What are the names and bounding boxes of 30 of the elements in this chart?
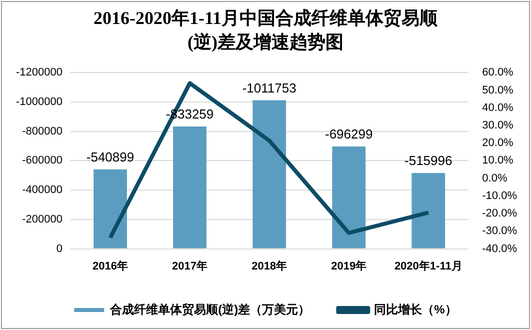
y-tick-label: -800000 [22,125,62,138]
data-label: -540899 [86,149,134,164]
x-tick-label: 2016年 [92,259,128,272]
y-tick-label: -200000 [22,213,62,226]
chart-title: 2016-2020年1-11月中国合成纤维单体贸易顺(逆)差及增速趋势图 [92,7,438,54]
y-tick-label: 0 [56,242,62,255]
data-label: -1011753 [242,80,296,96]
y2-tick-label: 0.0% [482,172,508,184]
y2-tick-label: -10.0% [482,190,518,202]
y-tick-label: -600000 [22,154,62,167]
y2-tick-label: 40.0% [482,102,514,114]
x-tick-label: 2020年1-11月 [394,259,462,272]
y-tick-label: -1000000 [16,96,62,108]
data-label: -515996 [404,153,452,168]
y2-tick-label: -40.0% [482,242,518,255]
y2-tick-label: 60.0% [482,66,514,79]
x-tick-label: 2019年 [331,259,367,272]
legend-label: 合成纤维单体贸易顺(逆)差（万美元） [109,302,310,316]
y-tick-label: -1200000 [16,66,62,79]
y2-tick-label: 50.0% [482,84,514,96]
y2-tick-label: -20.0% [482,208,518,220]
y2-tick-label: -30.0% [482,225,518,238]
y2-tick-label: 20.0% [482,137,514,150]
legend-label: 同比增长（%） [374,302,457,316]
data-label: -696299 [324,126,373,142]
x-tick-label: 2018年 [252,259,288,272]
y-tick-label: -400000 [22,184,62,196]
y2-tick-label: 10.0% [482,154,514,167]
x-tick-label: 2017年 [172,259,208,272]
y2-tick-label: 30.0% [482,119,514,132]
